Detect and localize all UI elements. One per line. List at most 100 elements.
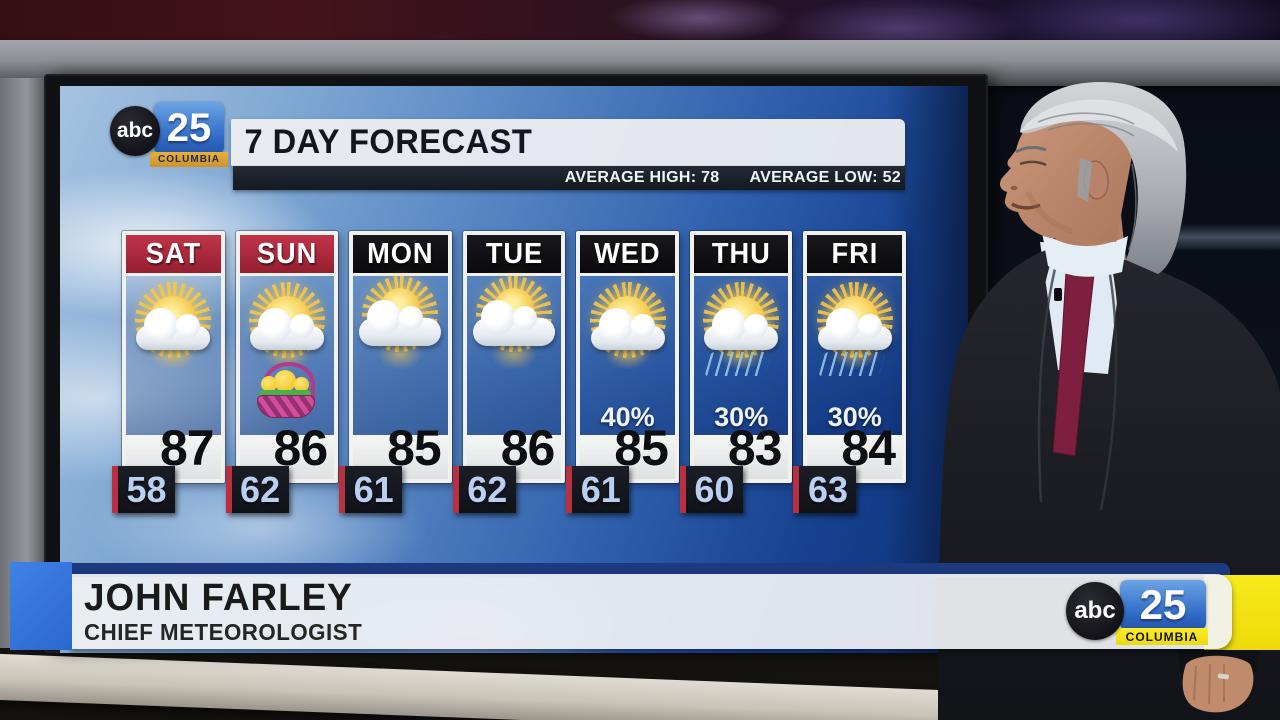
sun-behind-cloud-icon: [242, 282, 332, 370]
station-logo: 25 COLUMBIA abc: [110, 102, 282, 168]
high-temp: 86: [273, 420, 329, 476]
low-temp-tag: 62: [452, 466, 516, 513]
abc-logo-icon: abc: [1066, 582, 1124, 640]
day-header: TUE: [466, 235, 562, 276]
day-header: SUN: [239, 235, 335, 276]
day-label: MON: [367, 237, 434, 270]
day-header: THU: [693, 235, 789, 276]
forecast-day-column: WED 40% 85 6: [566, 231, 679, 513]
station-logo-number: 25: [166, 105, 212, 150]
cloud: [136, 308, 211, 350]
day-header: MON: [353, 235, 448, 276]
average-high: AVERAGE HIGH: 78: [564, 169, 720, 186]
day-label: SUN: [256, 237, 318, 270]
day-icon-panel: 40%: [580, 276, 675, 435]
day-icon-panel: [240, 276, 335, 435]
low-temp: 61: [580, 468, 621, 510]
sun-behind-cloud-icon: [583, 282, 673, 370]
day-icon-panel: [467, 276, 562, 435]
day-icon-panel: [126, 276, 221, 435]
sun-behind-cloud-icon: [128, 282, 218, 370]
station-logo-number-box: 25: [1120, 580, 1206, 630]
chick-icon: [273, 370, 296, 392]
cloud: [359, 300, 442, 346]
lower-third-bar: [70, 574, 1232, 649]
forecast-day-column: FRI 30% 84: [793, 231, 907, 513]
high-temp: 85: [614, 420, 669, 476]
low-temp-tag: 60: [679, 466, 743, 513]
high-temp: 85: [387, 420, 442, 476]
day-header: SAT: [126, 235, 221, 276]
low-temp-tag: 63: [793, 466, 857, 513]
low-temp: 63: [807, 468, 848, 510]
high-temp: 87: [159, 420, 215, 476]
high-temp: 84: [841, 420, 896, 476]
low-temp-tag: 62: [225, 466, 289, 513]
mostly-cloudy-icon: [355, 276, 445, 370]
rain-streaks: [818, 352, 886, 376]
precip-chance: 30%: [827, 402, 882, 432]
low-temp: 62: [467, 468, 508, 510]
day-label: WED: [594, 237, 661, 270]
studio-pillar-left: [0, 78, 48, 654]
abc-logo-text: abc: [116, 119, 154, 142]
low-temp-tag: 61: [566, 466, 630, 513]
low-temp-tag: 58: [112, 466, 175, 513]
station-logo-city: COLUMBIA: [150, 152, 228, 167]
precip-chance: 30%: [714, 402, 769, 432]
mostly-cloudy-icon: [469, 276, 559, 370]
basket-grass: [258, 390, 311, 398]
day-header: FRI: [807, 235, 903, 276]
forecast-title: 7 DAY FORECAST: [244, 123, 533, 161]
low-temp: 61: [353, 468, 394, 510]
average-low: AVERAGE LOW: 52: [749, 169, 901, 186]
forecast-title-bar: 7 DAY FORECAST: [231, 119, 905, 166]
presenter-role: CHIEF METEOROLOGIST: [84, 619, 363, 645]
cloud: [704, 308, 779, 350]
forecast-day-column: TUE 86 62: [452, 231, 566, 513]
forecast-day-column: SUN: [225, 231, 339, 513]
high-temp: 86: [500, 420, 556, 476]
averages-bar: AVERAGE HIGH: 78 AVERAGE LOW: 52: [233, 166, 905, 190]
abc-logo-icon: abc: [110, 106, 160, 156]
day-label: THU: [711, 237, 771, 270]
low-temp: 60: [694, 468, 735, 510]
studio-monitor: 25 COLUMBIA abc 7 DAY FORECAST AVERAGE H…: [44, 74, 988, 653]
station-logo-city: COLUMBIA: [1116, 628, 1208, 645]
forecast-day-column: MON 85 61: [339, 231, 452, 513]
station-logo-number-box: 25: [154, 102, 224, 154]
day-label: FRI: [831, 237, 879, 270]
forecast-day-column: THU 30% 83: [679, 231, 793, 513]
cloud: [817, 308, 892, 350]
rain-streaks: [704, 352, 772, 376]
low-temp: 62: [240, 468, 281, 510]
day-label: TUE: [485, 237, 543, 270]
low-temp-tag: 61: [339, 466, 403, 513]
precip-chance: 40%: [600, 402, 655, 432]
cloud: [473, 300, 556, 346]
cloud: [590, 308, 665, 350]
day-icon-panel: 30%: [807, 276, 902, 435]
lower-third-accent-square: [10, 562, 72, 650]
high-temp: 83: [727, 420, 783, 476]
day-header: WED: [580, 235, 675, 276]
sun-cloud-rain-icon: [696, 282, 786, 376]
day-icon-panel: 30%: [694, 276, 789, 435]
lower-third-top-strip: [70, 563, 1230, 577]
forecast-screen: 25 COLUMBIA abc 7 DAY FORECAST AVERAGE H…: [60, 86, 968, 653]
seven-day-board: SAT 87 58: [112, 231, 907, 513]
chick-icon: [260, 376, 277, 392]
abc-logo-text: abc: [1074, 597, 1116, 624]
basket-body: [256, 395, 315, 418]
lower-third-text: JOHN FARLEY CHIEF METEOROLOGIST: [84, 577, 371, 645]
low-temp: 58: [126, 468, 167, 510]
presenter-name: JOHN FARLEY: [84, 577, 353, 619]
station-logo-bug: 25 COLUMBIA abc: [1066, 578, 1226, 648]
sun-cloud-rain-icon: [810, 282, 900, 376]
forecast-day-column: SAT 87 58: [112, 231, 225, 513]
easter-basket-icon: [256, 362, 315, 418]
chick-icon: [293, 377, 309, 392]
day-label: SAT: [145, 237, 201, 270]
day-icon-panel: [353, 276, 448, 435]
